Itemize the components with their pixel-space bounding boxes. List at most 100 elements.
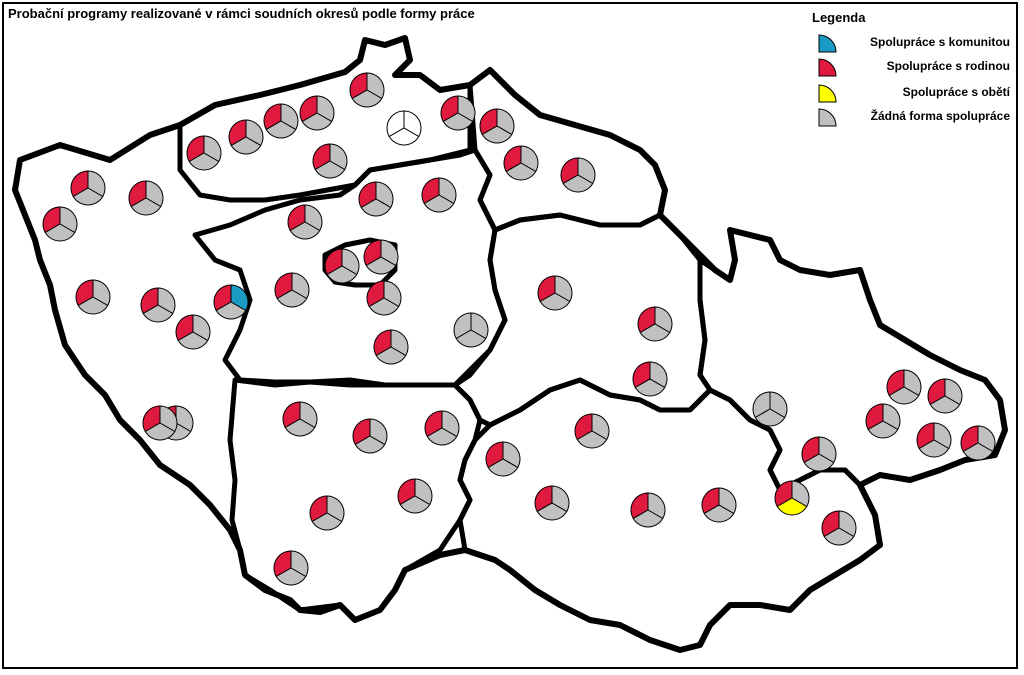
pie-slice — [634, 378, 666, 397]
district-pie-family — [801, 436, 837, 472]
pie-slice — [142, 304, 174, 323]
pie-slice — [455, 329, 487, 348]
legend-item-none: Žádná forma spolupráce — [810, 106, 1010, 128]
district-pie-family — [373, 329, 409, 365]
district-pie-none — [752, 391, 788, 427]
pie-slice — [44, 223, 76, 242]
pie-slice — [130, 197, 162, 216]
district-pie-family — [440, 95, 476, 131]
pie-slice — [703, 504, 735, 523]
pie-slice — [215, 301, 247, 320]
pie-slice — [776, 497, 808, 516]
legend-item-community: Spolupráce s komunitou — [810, 32, 1010, 54]
pie-slice — [368, 297, 400, 316]
district-pie-victim — [774, 480, 810, 516]
district-pie-empty — [386, 110, 422, 146]
pie-slice — [399, 495, 431, 514]
pie-slice — [888, 386, 920, 405]
district-pie-family — [485, 441, 521, 477]
pie-slice — [301, 112, 333, 131]
district-pie-family — [140, 287, 176, 323]
pie-slice — [539, 292, 571, 311]
district-pie-family — [537, 275, 573, 311]
pie-slice — [72, 187, 104, 206]
district-pie-family — [560, 157, 596, 193]
region-border — [177, 35, 473, 203]
pie-slice — [562, 174, 594, 193]
legend: Legenda Spolupráce s komunitou Spoluprác… — [810, 10, 1010, 130]
district-pie-family — [128, 180, 164, 216]
district-pie-family — [632, 361, 668, 397]
pie-slice — [354, 435, 386, 454]
district-pie-family — [312, 143, 348, 179]
pie-slice — [365, 256, 397, 275]
pie-slice — [230, 136, 262, 155]
legend-item-family: Spolupráce s rodinou — [810, 56, 1010, 78]
district-pie-family — [534, 485, 570, 521]
legend-item-victim: Spolupráce s obětí — [810, 82, 1010, 104]
region-border — [457, 377, 883, 653]
district-pie-family — [42, 206, 78, 242]
district-pie-family — [479, 108, 515, 144]
district-pie-family — [960, 425, 996, 461]
pie-slice — [311, 512, 343, 531]
pie-slice — [536, 502, 568, 521]
district-pie-family — [228, 119, 264, 155]
legend-label-victim: Spolupráce s obětí — [902, 85, 1010, 99]
district-pie-family — [70, 170, 106, 206]
pie-slice — [426, 427, 458, 446]
pie-slice — [929, 395, 961, 414]
district-pie-family — [821, 510, 857, 546]
district-pie-family — [309, 495, 345, 531]
region-border — [227, 377, 483, 623]
district-pie-family — [263, 103, 299, 139]
district-pie-family — [358, 181, 394, 217]
family-swatch-icon — [818, 58, 837, 77]
district-pie-family — [142, 405, 178, 441]
district-pie-family — [886, 369, 922, 405]
district-pie-family — [927, 378, 963, 414]
pie-slice — [918, 439, 950, 458]
district-pie-family — [701, 487, 737, 523]
pie-slice — [77, 296, 109, 315]
district-pie-family — [274, 272, 310, 308]
pie-slice — [487, 458, 519, 477]
district-pie-family — [363, 239, 399, 275]
district-pie-none — [453, 312, 489, 348]
district-pie-family — [503, 145, 539, 181]
legend-title: Legenda — [812, 10, 866, 25]
district-pie-family — [282, 401, 318, 437]
map-title: Probační programy realizované v rámci so… — [8, 6, 475, 21]
district-pie-family — [397, 478, 433, 514]
pie-slice — [867, 420, 899, 439]
pie-slice — [375, 346, 407, 365]
pie-slice — [144, 422, 176, 441]
district-pie-family — [630, 492, 666, 528]
district-pie-family — [916, 422, 952, 458]
region-border — [467, 67, 668, 233]
district-pie-family — [421, 177, 457, 213]
pie-slice — [481, 125, 513, 144]
district-pie-family — [366, 280, 402, 316]
pie-slice — [314, 160, 346, 179]
pie-slice — [442, 112, 474, 131]
district-pies — [42, 72, 996, 586]
pie-slice — [639, 323, 671, 342]
pie-slice — [284, 418, 316, 437]
district-pie-family — [349, 72, 385, 108]
district-pie-family — [865, 403, 901, 439]
pie-slice — [289, 221, 321, 240]
victim-swatch-icon — [818, 84, 837, 103]
pie-slice — [388, 127, 420, 146]
district-pie-family — [186, 135, 222, 171]
pie-slice — [188, 152, 220, 171]
pie-slice — [360, 198, 392, 217]
district-pie-family — [574, 413, 610, 449]
pie-slice — [632, 509, 664, 528]
district-pie-family — [175, 314, 211, 350]
legend-label-family: Spolupráce s rodinou — [886, 59, 1010, 73]
district-pie-family — [352, 418, 388, 454]
district-pie-family — [273, 550, 309, 586]
district-pie-community — [213, 284, 249, 320]
